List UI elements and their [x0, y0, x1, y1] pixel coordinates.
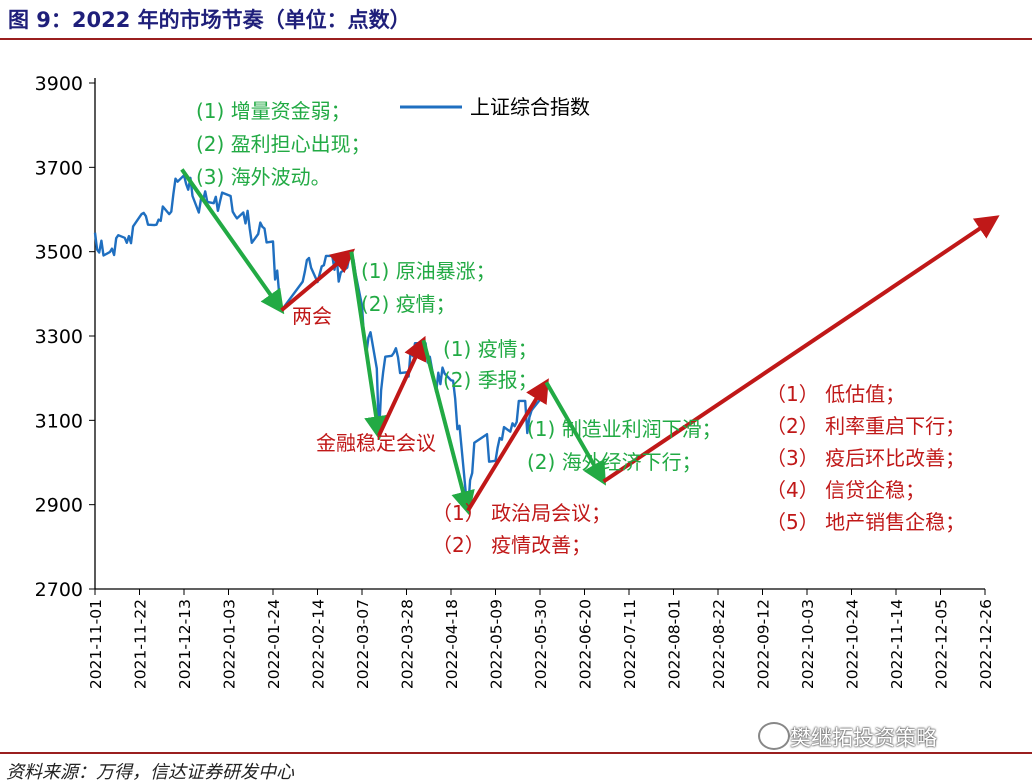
- red-trend-arrow: [377, 335, 427, 437]
- annotation-line: （1） 低估值；: [766, 382, 905, 406]
- annotation-line: 两会: [292, 304, 332, 328]
- x-tick-label: 2022-08-01: [666, 599, 684, 689]
- bottom-divider: [0, 752, 1032, 754]
- x-tick-label: 2022-10-24: [844, 599, 862, 689]
- x-tick-label: 2022-04-18: [443, 599, 461, 689]
- x-tick-label: 2021-12-13: [176, 599, 194, 689]
- top-divider: [0, 38, 1032, 40]
- y-tick-label: 2900: [35, 495, 83, 517]
- x-tick-label: 2022-09-12: [755, 599, 773, 689]
- series-line: [93, 174, 544, 512]
- green-trend-arrow: [421, 339, 475, 516]
- annotation-line: (1) 增量资金弱；: [196, 99, 351, 123]
- x-tick-label: 2022-05-09: [488, 599, 506, 689]
- annotation-line: （1） 政治局会议；: [432, 501, 611, 525]
- y-tick-label: 3500: [35, 242, 83, 264]
- figure-title: 图 9：2022 年的市场节奏（单位：点数）: [8, 8, 411, 32]
- wechat-icon: [758, 722, 790, 750]
- annotation-line: (2) 季报；: [443, 368, 538, 392]
- y-tick-label: 2700: [35, 579, 83, 601]
- annotation-line: (1) 疫情；: [443, 337, 538, 361]
- annotation-line: （3） 疫后环比改善；: [766, 446, 965, 470]
- x-tick-label: 2022-01-03: [221, 599, 239, 689]
- index-line-chart: 2700 2900 3100 3300 3500 3700 3900 2021-11-01 20…: [35, 73, 1000, 689]
- annotation-line: 金融稳定会议: [316, 431, 436, 455]
- annotation-line: (2) 海外经济下行；: [527, 450, 702, 474]
- axes: 2700 2900 3100 3300 3500 3700 3900 2021-11-01 20…: [35, 73, 995, 689]
- x-tick-label: 2022-03-28: [399, 599, 417, 689]
- annotation-line: (3) 海外波动。: [196, 165, 331, 189]
- source-note: 资料来源：万得，信达证券研发中心: [6, 762, 294, 783]
- annotation-line: （2） 疫情改善；: [432, 533, 591, 557]
- red-trend-arrow: [280, 248, 356, 312]
- annotation-line: (1) 原油暴涨；: [361, 259, 496, 283]
- x-tick-label: 2022-01-24: [265, 599, 283, 689]
- legend-label: 上证综合指数: [470, 95, 590, 119]
- x-tick-label: 2022-12-26: [977, 599, 995, 689]
- red-trend-arrow: [602, 215, 1000, 484]
- x-tick-label: 2022-03-07: [354, 599, 372, 689]
- x-tick-label: 2022-10-03: [799, 599, 817, 689]
- annotation-line: （2） 利率重启下行；: [766, 414, 965, 438]
- annotation-line: (2) 疫情；: [361, 292, 456, 316]
- arrows-layer: [180, 168, 1000, 516]
- annotation-line: (1) 制造业利润下滑；: [527, 417, 722, 441]
- x-tick-label: 2021-11-01: [87, 599, 105, 689]
- annotation-line: (2) 盈利担心出现；: [196, 132, 371, 156]
- annotation-line: （4） 信贷企稳；: [766, 478, 925, 502]
- x-tick-label: 2022-08-22: [710, 599, 728, 689]
- x-tick-label: 2022-05-30: [532, 599, 550, 689]
- watermark: 樊继拓投资策略: [790, 726, 937, 750]
- series-layer: [93, 174, 544, 512]
- red-trend-arrow: [466, 378, 549, 512]
- x-tick-label: 2022-06-20: [577, 599, 595, 689]
- legend: 上证综合指数: [400, 95, 590, 119]
- x-tick-label: 2021-11-22: [132, 599, 150, 689]
- green-trend-arrow: [349, 251, 388, 441]
- green-trend-arrow: [180, 168, 285, 315]
- x-tick-label: 2022-11-14: [888, 599, 906, 689]
- x-tick-label: 2022-07-11: [621, 599, 639, 689]
- x-tick-label: 2022-12-05: [933, 599, 951, 689]
- x-tick-label: 2022-02-14: [310, 599, 328, 689]
- annotation-line: （5） 地产销售企稳；: [766, 510, 965, 534]
- y-tick-label: 3100: [35, 410, 83, 432]
- y-tick-label: 3700: [35, 157, 83, 179]
- y-tick-label: 3300: [35, 326, 83, 348]
- annotations-layer: (1) 增量资金弱； (2) 盈利担心出现； (3) 海外波动。两会 (1) 原油暴涨…: [196, 99, 965, 557]
- y-tick-label: 3900: [35, 73, 83, 95]
- green-trend-arrow: [544, 381, 606, 486]
